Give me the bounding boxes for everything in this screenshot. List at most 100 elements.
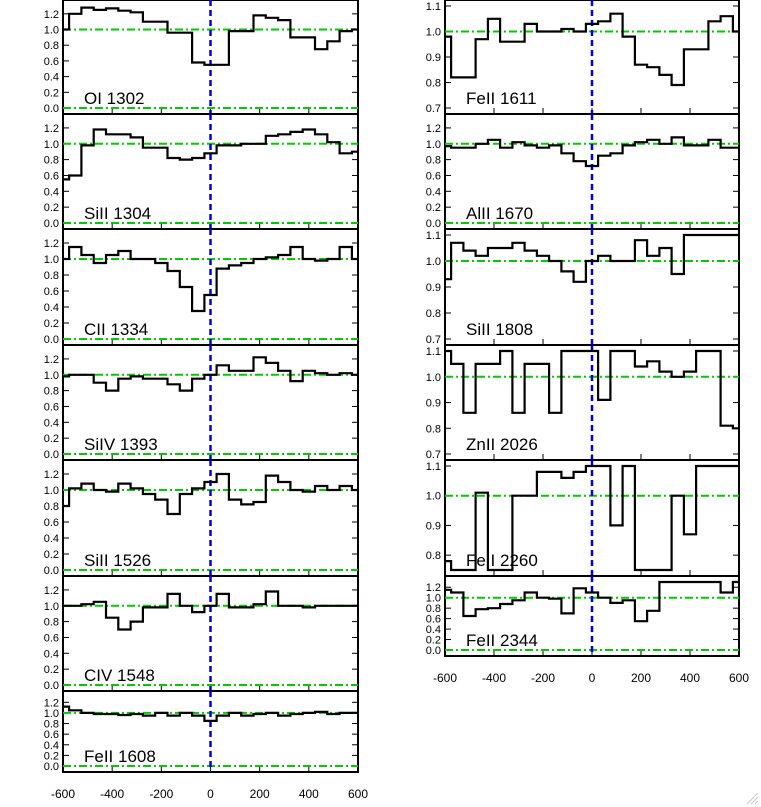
ion-label: CIV 1548 bbox=[84, 666, 155, 685]
ion-label: SiIV 1393 bbox=[84, 435, 158, 454]
y-tick-label: 1.1 bbox=[426, 230, 441, 242]
panel-alii-1670: 0.0 0.2 0.4 0.6 0.8 1.0 1.2 AlII 1670 bbox=[426, 113, 740, 230]
y-tick-label: 1.2 bbox=[426, 123, 441, 135]
y-tick-label: 0.2 bbox=[44, 318, 59, 330]
resize-grip-icon[interactable] bbox=[745, 791, 759, 805]
y-tick-label: 1.0 bbox=[44, 485, 59, 497]
y-tick-label: 0.2 bbox=[44, 750, 59, 762]
ion-label: OI 1302 bbox=[84, 89, 145, 108]
x-tick-label: -400 bbox=[100, 787, 124, 801]
y-tick-label: 0.0 bbox=[44, 565, 59, 577]
ion-label: ZnII 2026 bbox=[466, 435, 538, 454]
flux-histogram bbox=[63, 245, 358, 313]
spectrum-column-1: 0.00.20.40.60.81.01.2OI 13020.00.20.40.6… bbox=[44, 0, 368, 801]
y-tick-label: 0.6 bbox=[426, 614, 441, 626]
y-tick-label: 0.6 bbox=[44, 632, 59, 644]
y-tick-label: 1.2 bbox=[44, 585, 59, 597]
y-tick-label: 0.4 bbox=[426, 186, 441, 198]
y-tick-label: 0.9 bbox=[426, 398, 441, 410]
flux-histogram bbox=[63, 6, 358, 66]
panel-oi-1302: 0.0 0.2 0.4 0.6 0.8 1.0 1.2 OI 1302 bbox=[44, 0, 359, 115]
y-tick-label: 1.2 bbox=[44, 123, 59, 135]
y-tick-label: 0.0 bbox=[44, 103, 59, 115]
y-tick-label: 0.6 bbox=[44, 170, 59, 182]
flux-histogram bbox=[445, 12, 739, 87]
y-tick-label: 0.9 bbox=[426, 520, 441, 532]
y-tick-label: 1.0 bbox=[426, 491, 441, 503]
y-tick-label: 0.0 bbox=[44, 334, 59, 346]
y-tick-label: 0.2 bbox=[44, 87, 59, 99]
flux-histogram bbox=[445, 136, 739, 168]
x-tick-label: 0 bbox=[589, 671, 596, 685]
panel-feii-2260: 0.8 0.9 1.0 1.1 FeII 2260 bbox=[426, 459, 740, 577]
y-tick-label: 0.2 bbox=[44, 202, 59, 214]
y-tick-label: 1.1 bbox=[426, 346, 441, 358]
panel-civ-1548: 0.0 0.2 0.4 0.6 0.8 1.0 1.2 CIV 1548 bbox=[44, 575, 359, 692]
y-tick-label: 1.0 bbox=[44, 370, 59, 382]
y-tick-label: 1.0 bbox=[44, 139, 59, 151]
flux-histogram bbox=[63, 356, 358, 392]
ion-label: FeII 2344 bbox=[466, 631, 538, 650]
y-tick-label: 0.8 bbox=[44, 270, 59, 282]
y-tick-label: 0.4 bbox=[426, 624, 441, 636]
x-tick-label: 400 bbox=[680, 671, 700, 685]
y-tick-label: 0.6 bbox=[426, 170, 441, 182]
y-tick-label: 0.0 bbox=[44, 680, 59, 692]
flux-histogram bbox=[445, 349, 739, 430]
panel-znii-2026: 0.7 0.8 0.9 1.0 1.1 ZnII 2026 bbox=[426, 344, 740, 461]
x-tick-label: 400 bbox=[299, 787, 319, 801]
y-tick-label: 0.2 bbox=[44, 433, 59, 445]
y-tick-label: 0.8 bbox=[426, 155, 441, 167]
y-tick-label: 0.6 bbox=[44, 729, 59, 741]
y-tick-label: 0.8 bbox=[44, 40, 59, 52]
ion-label: FeII 2260 bbox=[466, 551, 538, 570]
y-tick-label: 0.8 bbox=[426, 423, 441, 435]
y-tick-label: 0.2 bbox=[44, 664, 59, 676]
ion-label: AlII 1670 bbox=[466, 204, 533, 223]
y-tick-label: 0.8 bbox=[44, 617, 59, 629]
x-tick-label: -200 bbox=[531, 671, 555, 685]
y-tick-label: 1.2 bbox=[44, 9, 59, 21]
y-tick-label: 0.8 bbox=[44, 386, 59, 398]
y-tick-label: 0.6 bbox=[44, 286, 59, 298]
x-tick-label: -600 bbox=[433, 671, 457, 685]
y-tick-label: 0.2 bbox=[426, 202, 441, 214]
panel-feii-1611: 0.7 0.8 0.9 1.0 1.1 FeII 1611 bbox=[426, 0, 740, 115]
x-tick-label: 600 bbox=[729, 671, 749, 685]
x-tick-label: 200 bbox=[631, 671, 651, 685]
y-tick-label: 0.8 bbox=[426, 550, 441, 562]
ion-label: SiII 1526 bbox=[84, 551, 151, 570]
flux-histogram bbox=[63, 590, 358, 631]
flux-histogram bbox=[63, 705, 358, 722]
y-tick-label: 1.0 bbox=[426, 593, 441, 605]
y-tick-label: 0.8 bbox=[426, 308, 441, 320]
y-tick-label: 1.0 bbox=[426, 372, 441, 384]
ion-label: FeII 1608 bbox=[84, 747, 156, 766]
y-tick-label: 0.2 bbox=[426, 635, 441, 647]
panel-siii-1808: 0.7 0.8 0.9 1.0 1.1 SiII 1808 bbox=[426, 228, 740, 346]
ion-label: CII 1334 bbox=[84, 320, 148, 339]
y-tick-label: 0.0 bbox=[426, 218, 441, 230]
y-tick-label: 0.4 bbox=[44, 533, 59, 545]
y-tick-label: 0.8 bbox=[44, 501, 59, 513]
x-tick-label: 0 bbox=[207, 787, 214, 801]
panel-siiv-1393: 0.0 0.2 0.4 0.6 0.8 1.0 1.2 SiIV 1393 bbox=[44, 344, 359, 461]
flux-histogram bbox=[445, 580, 739, 623]
x-tick-label: -600 bbox=[51, 787, 75, 801]
y-tick-label: 1.1 bbox=[426, 1, 441, 13]
y-tick-label: 0.0 bbox=[44, 218, 59, 230]
chart-root: 0.00.20.40.60.81.01.2OI 13020.00.20.40.6… bbox=[44, 0, 749, 801]
y-tick-label: 0.8 bbox=[44, 719, 59, 731]
y-tick-label: 0.9 bbox=[426, 52, 441, 64]
panel-feii-2344: 0.00.20.40.60.81.01.2 FeII 2344 bbox=[426, 575, 740, 657]
y-tick-label: 0.0 bbox=[44, 761, 59, 773]
x-tick-label: 600 bbox=[348, 787, 368, 801]
y-tick-label: 0.6 bbox=[44, 517, 59, 529]
y-tick-label: 0.7 bbox=[426, 103, 441, 115]
y-tick-label: 0.8 bbox=[426, 603, 441, 615]
y-tick-label: 0.4 bbox=[44, 740, 59, 752]
y-tick-label: 1.2 bbox=[426, 582, 441, 594]
x-tick-label: 200 bbox=[250, 787, 270, 801]
y-tick-label: 1.2 bbox=[44, 354, 59, 366]
